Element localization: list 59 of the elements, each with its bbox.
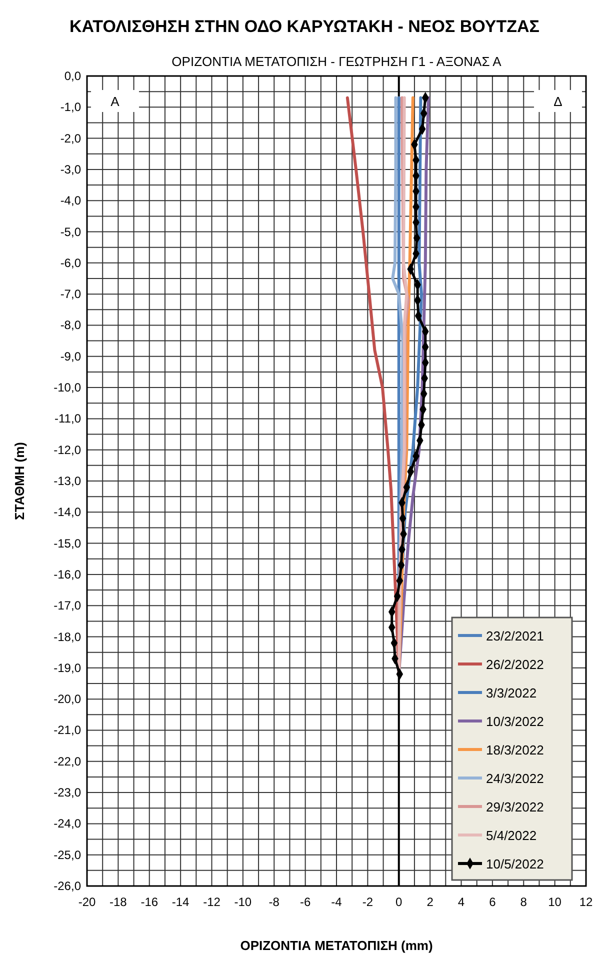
y-tick-label: -1,0 bbox=[60, 100, 82, 114]
legend-label: 26/2/2022 bbox=[486, 657, 544, 672]
x-tick-label: -4 bbox=[331, 895, 342, 909]
legend-label: 18/3/2022 bbox=[486, 742, 544, 758]
x-tick-label: 2 bbox=[426, 895, 434, 909]
x-tick-label: 4 bbox=[458, 895, 465, 909]
y-tick-label: -3,0 bbox=[60, 162, 82, 176]
legend-label: 10/5/2022 bbox=[486, 856, 544, 872]
y-tick-label: -21,0 bbox=[54, 723, 82, 738]
y-tick-label: -10,0 bbox=[54, 380, 82, 395]
y-tick-label: -23,0 bbox=[54, 786, 82, 800]
y-tick-label: -19,0 bbox=[54, 660, 82, 675]
x-tick-label: 10 bbox=[548, 895, 562, 909]
y-tick-label: -18,0 bbox=[54, 630, 82, 644]
annotation: Δ bbox=[554, 94, 563, 109]
y-tick-label: -6,0 bbox=[60, 256, 82, 270]
x-tick-label: 8 bbox=[520, 895, 528, 909]
y-tick-label: -9,0 bbox=[60, 349, 82, 364]
y-tick-label: -15,0 bbox=[54, 536, 82, 550]
chart-subtitle: ΟΡΙΖΟΝΤΙΑ ΜΕΤΑΤΟΠΙΣΗ - ΓΕΩΤΡΗΣΗ Γ1 - ΑΞΟΝΑΣ Α bbox=[172, 54, 502, 69]
x-tick-label: -12 bbox=[203, 895, 221, 909]
x-tick-label: 6 bbox=[489, 895, 496, 909]
y-tick-label: -16,0 bbox=[54, 567, 82, 582]
y-tick-label: -24,0 bbox=[54, 816, 82, 831]
y-tick-label: -26,0 bbox=[54, 879, 82, 893]
x-tick-label: -6 bbox=[300, 895, 311, 909]
chart-title: ΚΑΤΟΛΙΣΘΗΣΗ ΣΤΗΝ ΟΔΟ ΚΑΡΥΩΤΑΚΗ - ΝΕΟΣ ΒΟΥΤΖΑΣ bbox=[70, 17, 540, 36]
y-axis-title: ΣΤΑΘΜΗ (m) bbox=[12, 442, 27, 520]
y-tick-label: -14,0 bbox=[54, 505, 82, 520]
x-tick-label: 0 bbox=[396, 895, 403, 909]
y-tick-label: -5,0 bbox=[60, 224, 82, 239]
y-tick-label: -22,0 bbox=[54, 754, 82, 768]
y-tick-label: -11,0 bbox=[54, 412, 82, 426]
x-tick-label: -8 bbox=[268, 895, 280, 909]
x-tick-label: -14 bbox=[172, 895, 190, 909]
legend-label: 5/4/2022 bbox=[486, 828, 537, 843]
y-tick-label: -17,0 bbox=[54, 598, 82, 613]
annotation: Α bbox=[110, 94, 120, 109]
x-tick-label: -20 bbox=[78, 895, 96, 909]
x-tick-label: -10 bbox=[234, 895, 252, 909]
y-tick-label: -25,0 bbox=[54, 848, 82, 862]
legend-label: 24/3/2022 bbox=[486, 771, 544, 786]
x-tick-label: 12 bbox=[579, 895, 593, 909]
x-tick-label: -18 bbox=[110, 895, 128, 909]
y-tick-label: -7,0 bbox=[60, 287, 82, 302]
y-tick-label: -4,0 bbox=[60, 194, 82, 208]
x-tick-label: -2 bbox=[362, 895, 374, 909]
y-tick-label: -20,0 bbox=[54, 692, 82, 706]
y-tick-label: -12,0 bbox=[54, 442, 82, 457]
y-tick-label: -2,0 bbox=[60, 131, 82, 146]
legend-label: 10/3/2022 bbox=[486, 714, 544, 729]
y-tick-label: -13,0 bbox=[54, 474, 82, 488]
y-tick-label: -8,0 bbox=[60, 318, 82, 332]
legend-label: 23/2/2021 bbox=[486, 628, 544, 644]
x-axis-title: ΟΡΙΖΟΝΤΙΑ ΜΕΤΑΤΟΠΙΣΗ (mm) bbox=[240, 938, 433, 953]
legend-label: 29/3/2022 bbox=[486, 800, 544, 814]
y-tick-label: 0,0 bbox=[64, 69, 82, 83]
x-tick-label: -16 bbox=[140, 895, 158, 909]
legend-label: 3/3/2022 bbox=[486, 686, 537, 700]
